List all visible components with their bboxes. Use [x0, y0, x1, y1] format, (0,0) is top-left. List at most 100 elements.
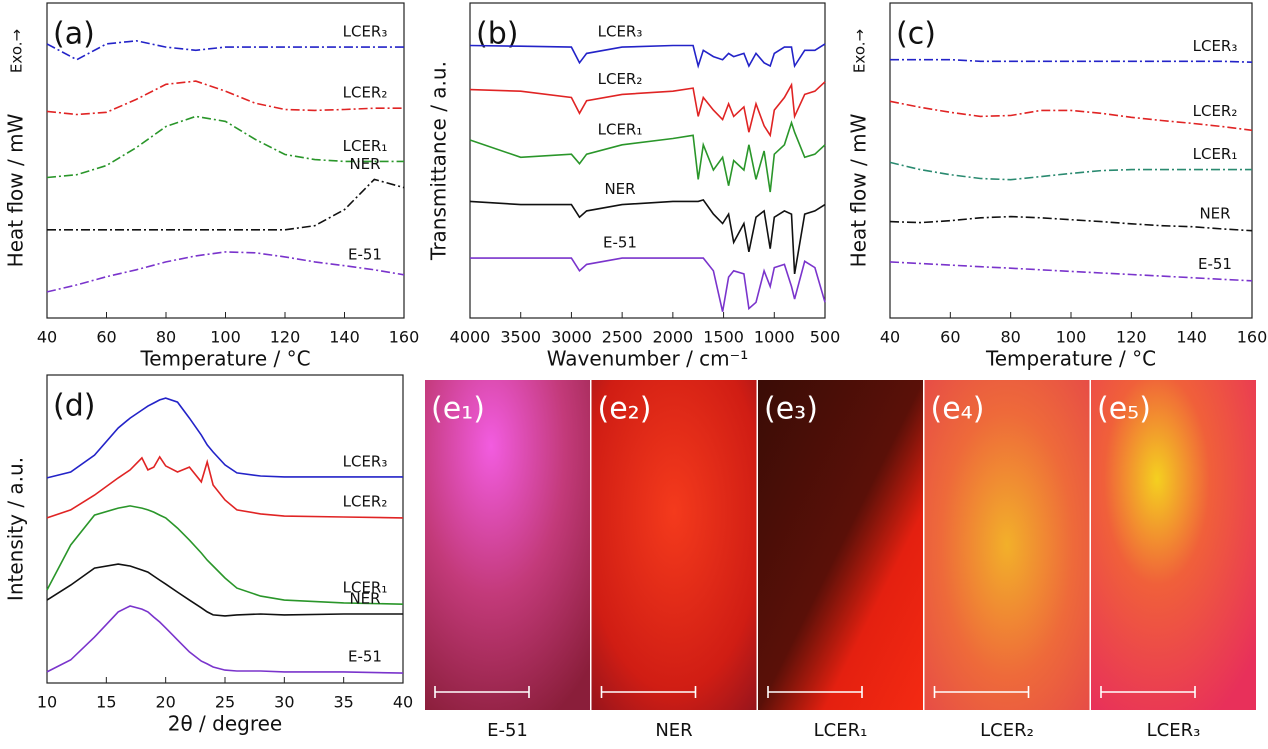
series-line — [889, 215, 1253, 232]
scale-bar — [933, 686, 1030, 698]
series-label: LCER₂ — [1193, 102, 1238, 120]
series-label: NER — [349, 590, 380, 608]
series-label: LCER₂ — [343, 492, 388, 510]
x-tick-label: 30 — [274, 693, 294, 712]
series-label: E-51 — [348, 647, 382, 665]
x-tick-label: 120 — [270, 328, 301, 347]
x-tick-label: 4000 — [450, 328, 491, 347]
x-tick-label: 100 — [1056, 328, 1087, 347]
series-label: E-51 — [348, 245, 382, 263]
micrograph — [758, 380, 923, 710]
series-line — [469, 198, 826, 275]
series-label: LCER₁ — [343, 137, 388, 155]
x-tick-label: 2500 — [602, 328, 643, 347]
series-label: LCER₃ — [343, 452, 388, 470]
micrograph-caption: NER — [655, 720, 692, 741]
series-label: LCER₁ — [343, 578, 388, 596]
micrograph-label: (e₃) — [764, 392, 818, 427]
x-tick-label: 1500 — [703, 328, 744, 347]
x-axis-label: Temperature / °C — [139, 347, 310, 371]
micrograph-label: (e₅) — [1097, 392, 1151, 427]
x-tick-label: 2000 — [652, 328, 693, 347]
x-tick-label: 40 — [37, 328, 57, 347]
series-label: NER — [604, 180, 635, 198]
x-tick-label: 3500 — [500, 328, 541, 347]
micrograph-label: (e₁) — [431, 392, 485, 427]
micrograph — [425, 380, 590, 710]
x-tick-label: 40 — [393, 693, 413, 712]
panel-label: (c) — [896, 17, 936, 52]
panel-label: (d) — [53, 389, 95, 424]
series-line — [46, 563, 403, 617]
x-tick-label: 60 — [940, 328, 960, 347]
x-axis-label: 2θ / degree — [168, 712, 283, 736]
series-line — [890, 58, 1253, 63]
series-line — [46, 251, 405, 293]
plot-frame — [469, 2, 826, 319]
series-line — [889, 100, 1253, 132]
micrograph-label: (e₄) — [931, 392, 985, 427]
scale-bar — [434, 686, 530, 698]
x-tick-label: 80 — [156, 328, 176, 347]
x-tick-label: 120 — [1116, 328, 1147, 347]
x-tick-label: 140 — [329, 328, 360, 347]
series-line — [889, 261, 1253, 282]
x-tick-label: 20 — [155, 693, 175, 712]
micrograph — [1091, 380, 1256, 710]
series-line — [47, 178, 405, 231]
x-tick-label: 35 — [333, 693, 353, 712]
y-axis-annotation: Exo.→ — [8, 29, 26, 73]
series-label: LCER₁ — [598, 120, 643, 138]
series-line — [46, 115, 404, 179]
x-tick-label: 80 — [1000, 328, 1020, 347]
series-line — [46, 80, 404, 116]
series-label: LCER₃ — [343, 23, 388, 41]
plot-frame — [46, 374, 404, 684]
x-tick-label: 160 — [1237, 328, 1268, 347]
micrograph-caption: LCER₂ — [980, 720, 1034, 741]
series-line — [46, 39, 404, 61]
series-label: LCER₂ — [343, 84, 388, 102]
micrograph — [924, 380, 1090, 710]
x-tick-label: 100 — [210, 328, 241, 347]
x-tick-label: 140 — [1176, 328, 1207, 347]
series-line — [46, 455, 404, 519]
scale-bar — [600, 686, 697, 698]
series-label: E-51 — [603, 234, 637, 252]
series-label: NER — [349, 155, 380, 173]
series-line — [469, 120, 826, 193]
scale-bar — [1100, 686, 1196, 698]
x-tick-label: 500 — [810, 328, 841, 347]
series-label: LCER₂ — [598, 70, 643, 88]
series-label: NER — [1199, 204, 1230, 222]
y-axis-label: Intensity / a.u. — [4, 457, 28, 601]
series-line — [470, 257, 826, 312]
series-line — [469, 43, 826, 69]
scale-bar — [767, 686, 863, 698]
x-tick-label: 60 — [96, 328, 116, 347]
x-axis-label: Temperature / °C — [985, 347, 1156, 371]
micrograph-caption: LCER₃ — [1147, 720, 1201, 741]
y-axis-annotation: Exo.→ — [851, 29, 869, 73]
series-label: LCER₁ — [1193, 145, 1238, 163]
series-line — [889, 161, 1252, 181]
micrograph-caption: E-51 — [487, 720, 528, 741]
x-tick-label: 15 — [96, 693, 116, 712]
x-tick-label: 10 — [37, 693, 57, 712]
x-axis-label: Wavenumber / cm⁻¹ — [547, 347, 748, 371]
series-label: LCER₃ — [1193, 37, 1238, 55]
series-label: LCER₃ — [598, 23, 643, 41]
series-line — [46, 605, 404, 674]
series-line — [469, 81, 826, 138]
y-axis-label: Transmittance / a.u. — [427, 61, 451, 261]
y-axis-label: Heat flow / mW — [4, 113, 28, 267]
micrograph-caption: LCER₁ — [814, 720, 868, 741]
series-line — [46, 397, 403, 479]
x-tick-label: 3000 — [551, 328, 592, 347]
x-tick-label: 25 — [215, 693, 235, 712]
panel-label: (a) — [53, 17, 95, 52]
series-label: E-51 — [1198, 255, 1232, 273]
x-tick-label: 40 — [880, 328, 900, 347]
y-axis-label: Heat flow / mW — [847, 113, 871, 267]
